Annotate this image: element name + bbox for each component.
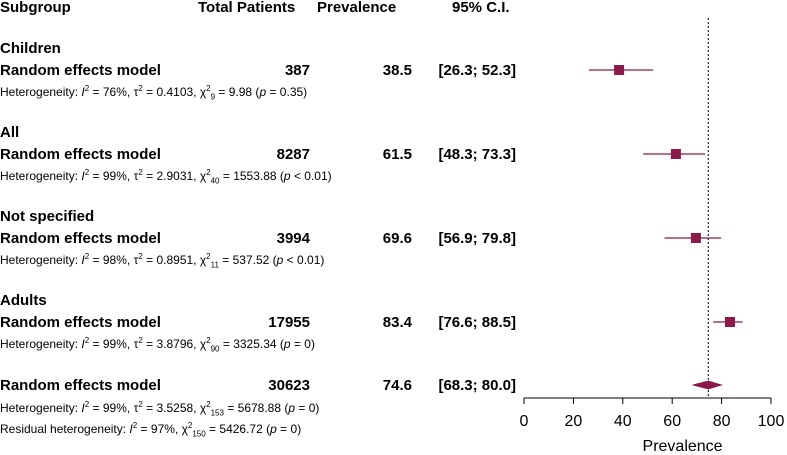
heterogeneity-text: Heterogeneity: I2 = 99%, τ2 = 3.8796, χ2… — [0, 336, 315, 354]
overall-diamond — [692, 380, 723, 390]
x-axis-label: Prevalence — [643, 438, 723, 455]
heterogeneity-text: Heterogeneity: I2 = 76%, τ2 = 0.4103, χ2… — [0, 84, 308, 102]
prevalence-value: 61.5 — [382, 146, 412, 163]
overall-heterogeneity-text: Heterogeneity: I2 = 99%, τ2 = 3.5258, χ2… — [0, 400, 320, 418]
x-tick-label: 60 — [663, 413, 681, 430]
overall-model-label: Random effects model — [0, 377, 161, 394]
group-title: Not specified — [0, 208, 95, 225]
group-title: Adults — [0, 292, 47, 309]
overall-prevalence-value: 74.6 — [382, 377, 412, 394]
heterogeneity-text: Heterogeneity: I2 = 98%, τ2 = 0.8951, χ2… — [0, 252, 325, 270]
total-patients: 17955 — [268, 314, 310, 331]
estimate-square — [724, 317, 735, 327]
model-label: Random effects model — [0, 62, 161, 79]
estimate-square — [670, 149, 681, 159]
heterogeneity-text: Heterogeneity: I2 = 99%, τ2 = 2.9031, χ2… — [0, 168, 332, 186]
x-tick-label: 20 — [565, 413, 583, 430]
x-tick-label: 80 — [713, 413, 731, 430]
prevalence-value: 69.6 — [382, 230, 412, 247]
ci-value: [48.3; 73.3] — [438, 146, 516, 163]
header-ci: 95% C.I. — [452, 0, 510, 16]
group-title: Children — [0, 40, 61, 57]
x-tick-label: 0 — [520, 413, 529, 430]
prevalence-value: 38.5 — [382, 62, 412, 79]
ci-value: [26.3; 52.3] — [438, 62, 516, 79]
total-patients: 387 — [284, 62, 310, 79]
model-label: Random effects model — [0, 146, 161, 163]
total-patients: 8287 — [276, 146, 310, 163]
prevalence-value: 83.4 — [382, 314, 412, 331]
overall-ci-value: [68.3; 80.0] — [438, 377, 516, 394]
group-title: All — [0, 124, 20, 141]
header-subgroup: Subgroup — [0, 0, 71, 16]
model-label: Random effects model — [0, 230, 161, 247]
total-patients: 3994 — [276, 230, 310, 247]
estimate-square — [614, 65, 625, 75]
x-tick-label: 100 — [758, 413, 785, 430]
ci-value: [56.9; 79.8] — [438, 230, 516, 247]
residual-heterogeneity-text: Residual heterogeneity: I2 = 97%, χ2150 … — [0, 421, 302, 439]
ci-value: [76.6; 88.5] — [438, 314, 516, 331]
x-tick-label: 40 — [614, 413, 632, 430]
model-label: Random effects model — [0, 314, 161, 331]
header-total-patients: Total Patients — [198, 0, 296, 16]
estimate-square — [690, 233, 701, 243]
overall-total-patients: 30623 — [268, 377, 310, 394]
header-prevalence: Prevalence — [317, 0, 397, 16]
